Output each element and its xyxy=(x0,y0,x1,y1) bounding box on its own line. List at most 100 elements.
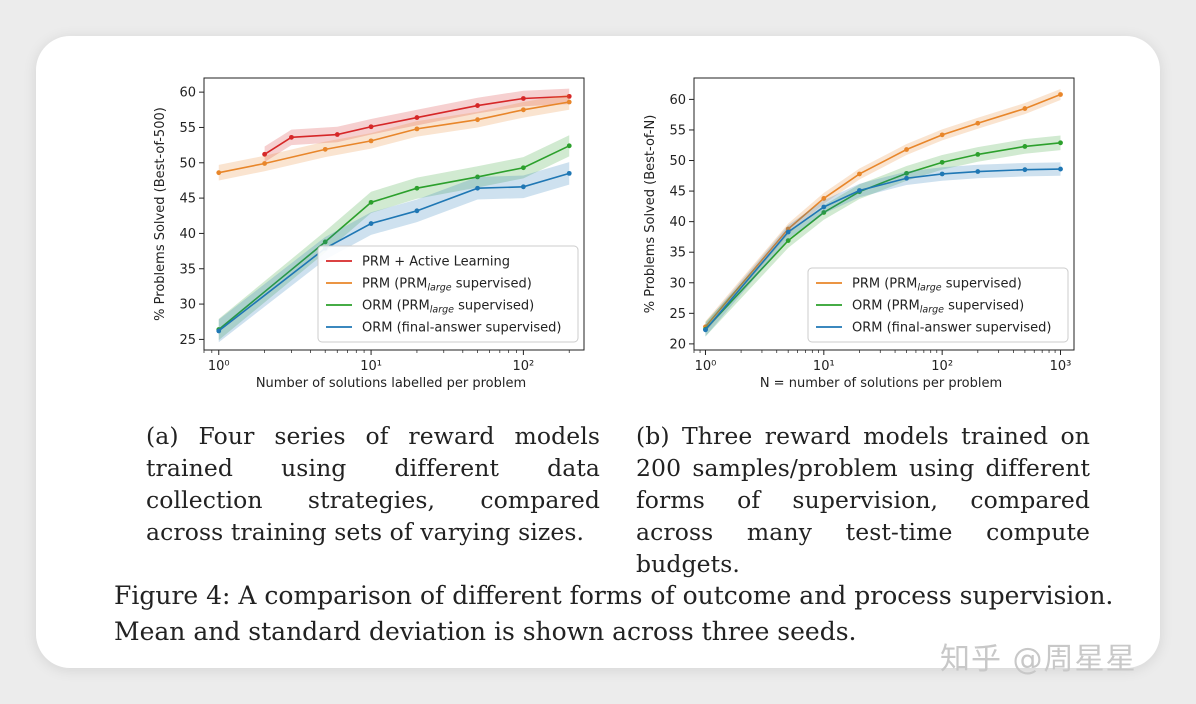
data-point xyxy=(566,170,572,176)
data-point xyxy=(1058,92,1063,97)
data-point xyxy=(520,165,526,171)
data-point xyxy=(1022,144,1028,149)
legend-subscript: large xyxy=(430,305,454,316)
y-tick-label: 45 xyxy=(179,192,196,207)
x-tick-label: 10² xyxy=(931,359,953,374)
legend-suffix: supervised) xyxy=(454,299,534,314)
data-point xyxy=(368,138,374,144)
error-band-2 xyxy=(705,162,1061,337)
error-band-3 xyxy=(218,162,570,343)
legend-label-1: ORM (PRMlarge supervised) xyxy=(852,299,1024,316)
x-tick-label: 10⁰ xyxy=(208,359,230,374)
caption-b: (b) Three reward models trained on 200 s… xyxy=(636,422,1090,578)
data-point xyxy=(334,132,340,137)
y-tick-label: 25 xyxy=(669,307,686,322)
legend-frame xyxy=(807,267,1069,343)
data-point xyxy=(785,229,791,235)
data-point xyxy=(703,327,708,333)
y-tick-label: 30 xyxy=(179,298,196,313)
legend-name: PRM (PRM xyxy=(362,277,427,292)
data-point xyxy=(322,239,328,245)
data-point xyxy=(1022,106,1028,111)
data-point xyxy=(216,170,222,176)
legend-name: PRM (PRM xyxy=(852,277,917,292)
data-point xyxy=(1058,140,1063,146)
data-point xyxy=(566,93,572,99)
data-point xyxy=(414,185,420,191)
y-tick-label: 35 xyxy=(669,246,686,261)
legend-label-0: PRM + Active Learning xyxy=(362,255,510,270)
chart-b: 10⁰ 10¹ 10² 10³ 20 25 30 35 40 45 50 55 60 N = number… xyxy=(643,77,1075,391)
data-point xyxy=(368,221,374,226)
legend-suffix: supervised) xyxy=(944,299,1024,314)
data-point xyxy=(1058,166,1063,172)
data-point xyxy=(262,161,268,166)
data-point xyxy=(414,115,420,120)
data-point xyxy=(857,188,862,193)
legend-suffix: supervised) xyxy=(942,277,1022,292)
data-point xyxy=(368,124,374,130)
y-tick-label: 40 xyxy=(179,227,196,242)
y-axis-label: % Problems Solved (Best-of-500) xyxy=(153,107,168,321)
plot-frame xyxy=(693,77,1075,351)
legend-name: PRM + Active Learning xyxy=(362,255,510,270)
data-point xyxy=(821,196,827,201)
legend-label-2: ORM (PRMlarge supervised) xyxy=(362,299,534,316)
error-band-0 xyxy=(705,89,1061,333)
data-point xyxy=(475,174,480,180)
legend-frame xyxy=(317,245,579,343)
x-tick-label: 10⁰ xyxy=(695,359,717,374)
figure-caption: Figure 4: A comparison of different form… xyxy=(114,581,1114,646)
y-tick-label: 50 xyxy=(179,156,196,171)
chart-a: 10⁰ 10¹ 10² 25 30 35 40 45 50 55 60 Number of solut… xyxy=(153,77,585,391)
legend-subscript: large xyxy=(917,283,941,294)
x-tick-label: 10¹ xyxy=(813,359,835,374)
data-point xyxy=(566,143,572,149)
y-tick-label: 20 xyxy=(669,337,686,352)
data-point xyxy=(322,146,328,152)
watermark: 知乎 @周星星 xyxy=(940,642,1137,677)
x-axis-label: N = number of solutions per problem xyxy=(760,376,1002,391)
data-point xyxy=(975,120,981,126)
x-axis-label: Number of solutions labelled per problem xyxy=(256,376,526,391)
legend-label-1: PRM (PRMlarge supervised) xyxy=(362,277,532,294)
y-tick-label: 50 xyxy=(669,154,686,169)
data-point xyxy=(414,126,420,132)
legend-name: ORM (PRM xyxy=(852,299,920,314)
data-point xyxy=(821,210,827,215)
x-tick-label: 10³ xyxy=(1050,359,1072,374)
y-tick-label: 55 xyxy=(179,121,196,136)
x-tick-label: 10¹ xyxy=(360,359,382,374)
data-point xyxy=(262,151,268,157)
legend-label-2: ORM (final-answer supervised) xyxy=(852,321,1051,336)
y-tick-label: 35 xyxy=(179,262,196,277)
legend: PRM (PRMlarge supervised)ORM (PRMlarge s… xyxy=(807,267,1069,343)
data-point xyxy=(368,199,374,205)
y-tick-label: 25 xyxy=(179,333,196,348)
data-point xyxy=(821,204,827,210)
y-tick-label: 60 xyxy=(669,93,686,108)
data-point xyxy=(520,107,526,113)
legend-name: ORM (PRM xyxy=(362,299,430,314)
data-point xyxy=(904,147,909,152)
data-point xyxy=(975,152,981,157)
data-point xyxy=(904,175,909,181)
y-tick-label: 45 xyxy=(669,185,686,200)
error-band-1 xyxy=(705,135,1061,337)
data-point xyxy=(520,184,526,190)
y-tick-label: 40 xyxy=(669,215,686,230)
legend-subscript: large xyxy=(427,283,451,294)
x-tick-label: 10² xyxy=(513,359,535,374)
caption-a: (a) Four series of reward models trained… xyxy=(146,422,600,546)
data-point xyxy=(475,103,480,108)
data-point xyxy=(475,117,480,123)
y-axis-label: % Problems Solved (Best-of-N) xyxy=(643,115,658,314)
data-point xyxy=(785,238,791,243)
data-point xyxy=(289,134,294,140)
data-point xyxy=(1022,167,1028,173)
legend-label-0: PRM (PRMlarge supervised) xyxy=(852,277,1022,294)
data-point xyxy=(857,171,862,177)
legend-name: ORM (final-answer supervised) xyxy=(852,321,1051,336)
series-line-1 xyxy=(218,101,570,174)
